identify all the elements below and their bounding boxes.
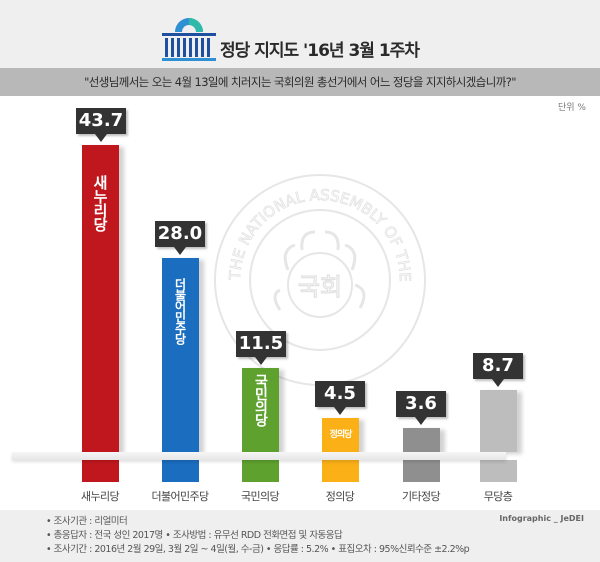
value-tag: 4.5 xyxy=(315,381,365,415)
value-tag: 28.0 xyxy=(155,221,205,255)
footer: Infographic _ JeDEI • 조사기관 : 리얼미터 • 총응답자… xyxy=(0,510,600,562)
header: 정당 지지도 '16년 3월 1주차 xyxy=(0,0,600,68)
unit-label: 단위 % xyxy=(558,103,586,113)
survey-respondents-method: • 총응답자 : 전국 성인 2017명 • 조사방법 : 유무선 RDD 전화… xyxy=(46,530,343,541)
survey-question: "선생님께서는 오는 4월 13일에 치러지는 국회의원 총선거에서 어느 정당… xyxy=(84,75,516,89)
category-label: 국민의당 xyxy=(240,490,280,503)
svg-text:국회: 국회 xyxy=(298,273,342,301)
category-label: 기타정당 xyxy=(401,490,441,503)
bar-party-logo-text: 국민의당 xyxy=(252,374,269,426)
bar-independent-base xyxy=(480,460,517,482)
bar-saenuri: 새누리당 xyxy=(82,145,119,452)
national-assembly-seal-watermark-icon: THE NATIONAL ASSEMBLY OF THE REPUBLIC OF… xyxy=(210,170,426,386)
chart-title: 정당 지지도 '16년 3월 1주차 xyxy=(220,41,420,61)
value-tag: 3.6 xyxy=(396,391,446,425)
category-label: 더불어민주당 xyxy=(151,490,209,503)
bar-party-logo-text: 정의당 xyxy=(329,430,353,440)
question-band: "선생님께서는 오는 4월 13일에 치러지는 국회의원 총선거에서 어느 정당… xyxy=(0,68,600,96)
bar-minjoo: 더불어민주당 xyxy=(162,258,199,452)
bar-justice: 정의당 xyxy=(322,418,359,452)
value-tag: 8.7 xyxy=(473,353,523,387)
category-label: 무당층 xyxy=(483,490,513,503)
bar-party-logo-text: 새누리당 xyxy=(91,175,109,231)
survey-agency: • 조사기관 : 리얼미터 xyxy=(46,516,128,527)
bar-party-logo-text: 더불어민주당 xyxy=(173,278,187,344)
svg-text:THE NATIONAL ASSEMBLY OF THE R: THE NATIONAL ASSEMBLY OF THE REPUBLIC OF… xyxy=(210,170,414,282)
bar-peoples: 국민의당 xyxy=(242,368,279,452)
bar-other-parties-base xyxy=(403,460,440,482)
survey-period-stats: • 조사기간 : 2016년 2월 29일, 3월 2일 ~ 4일(월, 수-금… xyxy=(46,544,470,555)
baseline-shelf xyxy=(12,452,506,460)
category-label: 정의당 xyxy=(325,490,355,503)
category-label: 새누리당 xyxy=(80,490,120,503)
bar-saenuri-base xyxy=(82,460,119,482)
national-assembly-building-icon xyxy=(162,18,216,61)
bar-independent xyxy=(480,390,517,452)
value-tag: 43.7 xyxy=(76,108,126,142)
bar-justice-base xyxy=(322,460,359,482)
bar-other-parties xyxy=(403,428,440,452)
survey-info: • 조사기관 : 리얼미터 • 총응답자 : 전국 성인 2017명 • 조사방… xyxy=(46,515,470,557)
infographic-credit: Infographic _ JeDEI xyxy=(499,514,584,523)
bar-minjoo-base xyxy=(162,460,199,482)
value-tag: 11.5 xyxy=(236,331,286,365)
bar-peoples-base xyxy=(242,460,279,482)
